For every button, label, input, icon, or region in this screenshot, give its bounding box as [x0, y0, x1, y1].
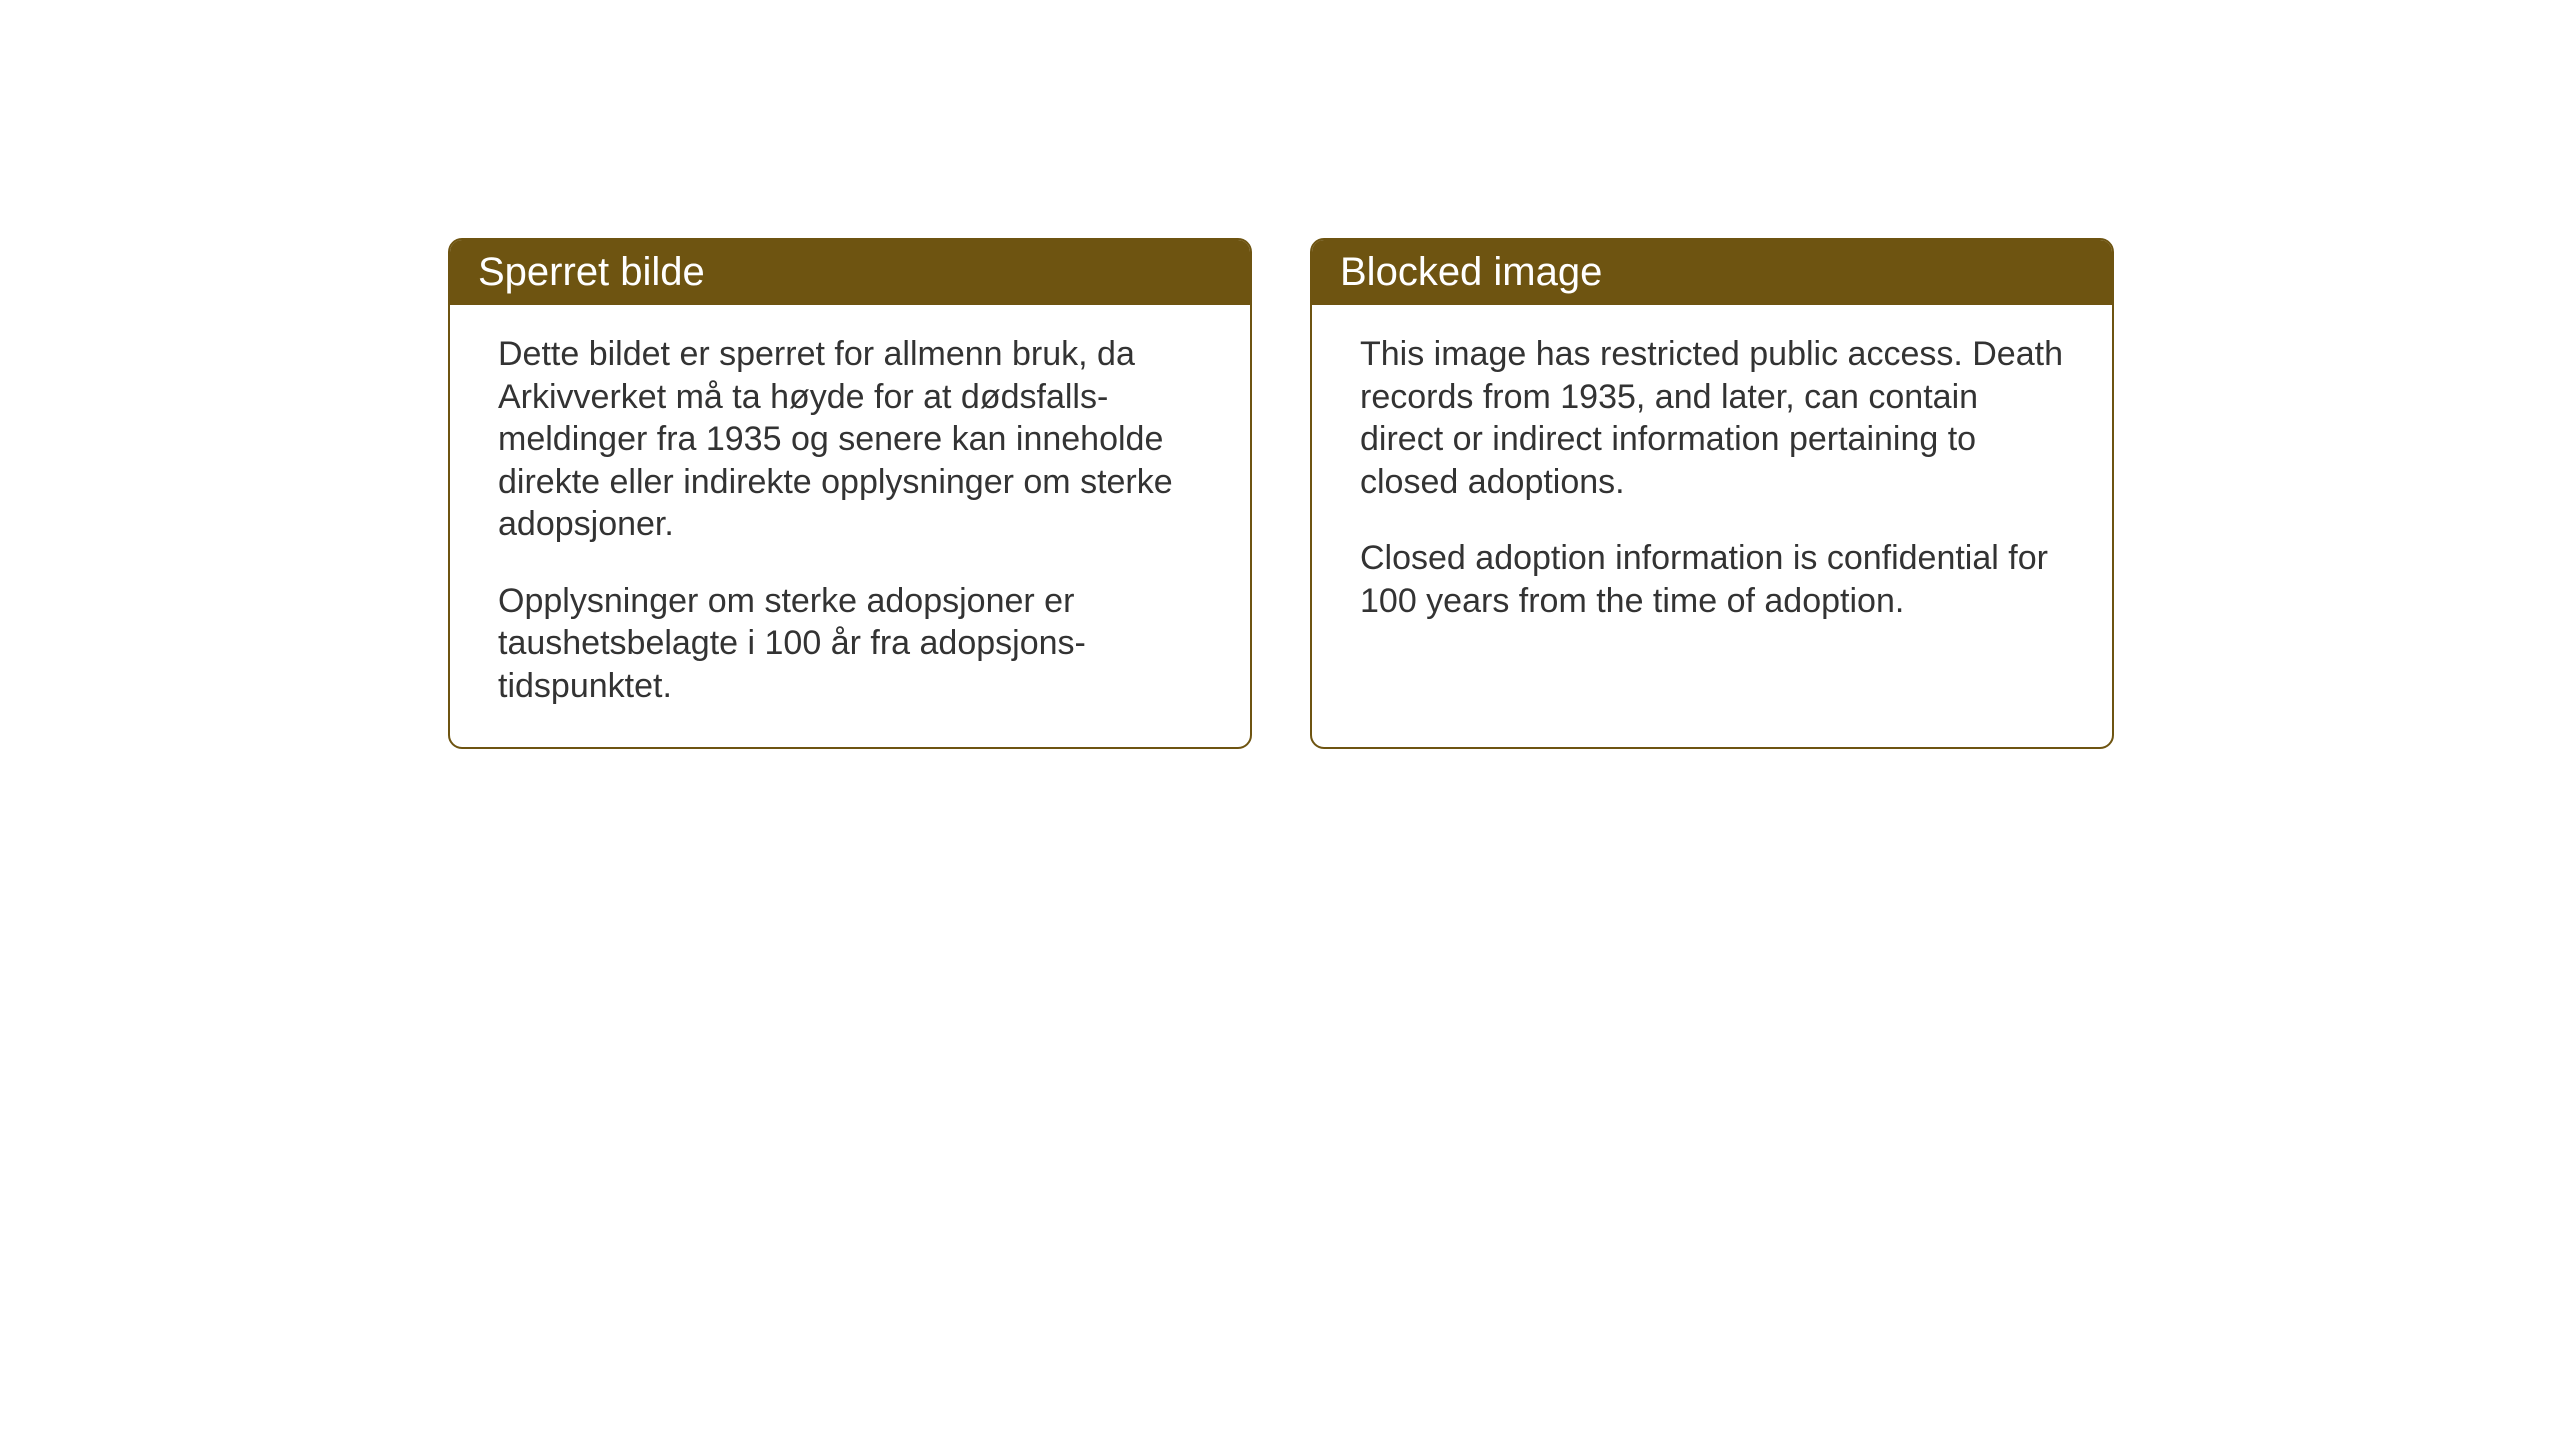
card-header-norwegian: Sperret bilde: [450, 240, 1250, 305]
card-header-english: Blocked image: [1312, 240, 2112, 305]
card-body-norwegian: Dette bildet er sperret for allmenn bruk…: [450, 305, 1250, 747]
paragraph-norwegian-1: Dette bildet er sperret for allmenn bruk…: [498, 333, 1202, 546]
notice-card-norwegian: Sperret bilde Dette bildet er sperret fo…: [448, 238, 1252, 749]
paragraph-english-1: This image has restricted public access.…: [1360, 333, 2064, 503]
card-title-norwegian: Sperret bilde: [478, 250, 705, 294]
paragraph-norwegian-2: Opplysninger om sterke adopsjoner er tau…: [498, 580, 1202, 708]
paragraph-english-2: Closed adoption information is confident…: [1360, 537, 2064, 622]
card-title-english: Blocked image: [1340, 250, 1602, 294]
card-body-english: This image has restricted public access.…: [1312, 305, 2112, 725]
notice-container: Sperret bilde Dette bildet er sperret fo…: [448, 238, 2114, 749]
notice-card-english: Blocked image This image has restricted …: [1310, 238, 2114, 749]
